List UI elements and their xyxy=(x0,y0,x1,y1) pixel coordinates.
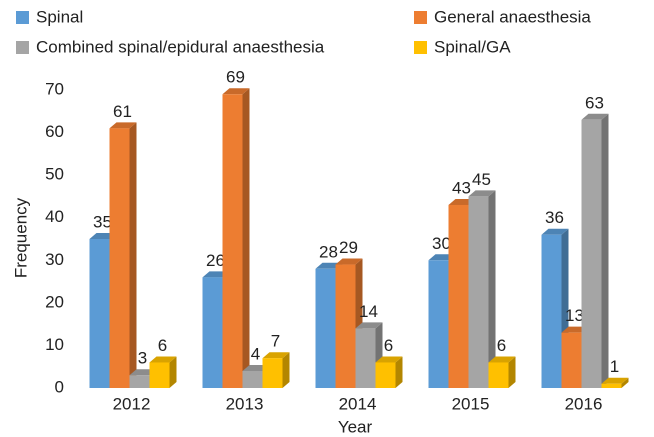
x-axis-label: Year xyxy=(338,417,373,436)
x-tick-label: 2013 xyxy=(226,394,264,413)
bar-face xyxy=(262,352,290,359)
bar xyxy=(262,352,290,388)
bar-face xyxy=(335,264,356,388)
bar-face xyxy=(395,356,403,388)
bar xyxy=(581,113,609,389)
legend-swatch xyxy=(16,11,29,24)
data-label: 63 xyxy=(585,93,604,112)
legend-swatch xyxy=(414,41,427,54)
bar-face xyxy=(109,128,130,389)
y-tick-label: 0 xyxy=(55,377,64,396)
data-label: 4 xyxy=(251,344,260,363)
y-tick-label: 50 xyxy=(45,165,64,184)
data-label: 6 xyxy=(158,336,167,355)
data-label: 36 xyxy=(545,208,564,227)
bar-face xyxy=(448,204,469,388)
bar-face xyxy=(335,258,363,265)
bar-face xyxy=(282,352,290,388)
bar-face xyxy=(541,234,562,388)
bar xyxy=(468,190,496,388)
data-label: 69 xyxy=(226,68,245,87)
bar-face xyxy=(468,196,489,388)
bar-face xyxy=(129,375,150,388)
data-label: 3 xyxy=(138,349,147,368)
bar-face xyxy=(601,377,629,384)
y-axis-label: Frequency xyxy=(11,197,30,278)
bar-face xyxy=(428,260,449,388)
legend-swatch xyxy=(414,11,427,24)
y-tick-label: 60 xyxy=(45,122,64,141)
bar-face xyxy=(508,356,516,388)
bar-face xyxy=(129,122,137,389)
bar-face xyxy=(202,277,223,388)
bar-face xyxy=(468,190,496,197)
bar-face xyxy=(149,362,170,388)
data-label: 30 xyxy=(432,234,451,253)
data-label: 29 xyxy=(339,238,358,257)
bar-face xyxy=(375,356,403,363)
bar-face xyxy=(355,322,383,329)
bar-face xyxy=(488,190,496,388)
y-tick-label: 20 xyxy=(45,292,64,311)
bar-face xyxy=(242,88,250,388)
x-tick-label: 2016 xyxy=(565,394,603,413)
bar xyxy=(149,356,177,388)
bar-face xyxy=(222,88,250,95)
bar-face xyxy=(109,122,137,129)
data-label: 35 xyxy=(93,212,112,231)
data-label: 43 xyxy=(452,178,471,197)
data-label: 6 xyxy=(497,336,506,355)
x-tick-label: 2012 xyxy=(113,394,151,413)
bar xyxy=(222,88,250,388)
bar-face xyxy=(315,268,336,388)
legend-label: Spinal/GA xyxy=(434,37,511,56)
legend-swatch xyxy=(16,41,29,54)
bar-face xyxy=(222,94,243,388)
bar-face xyxy=(488,362,509,388)
legend-label: Spinal xyxy=(36,7,83,26)
bar xyxy=(375,356,403,388)
y-tick-label: 40 xyxy=(45,207,64,226)
bar-face xyxy=(541,228,569,235)
bar-face xyxy=(149,356,177,363)
y-tick-label: 30 xyxy=(45,250,64,269)
bar-face xyxy=(561,332,582,388)
y-tick-label: 10 xyxy=(45,335,64,354)
data-label: 14 xyxy=(359,302,378,321)
data-label: 6 xyxy=(384,336,393,355)
bar-face xyxy=(581,119,602,389)
data-label: 1 xyxy=(610,357,619,376)
bar-face xyxy=(621,377,629,388)
bar xyxy=(109,122,137,389)
bar-face xyxy=(242,370,263,388)
bar-face xyxy=(601,383,622,388)
data-label: 13 xyxy=(565,306,584,325)
bar xyxy=(601,377,629,388)
bar-face xyxy=(169,356,177,388)
legend-label: General anaesthesia xyxy=(434,7,591,26)
x-tick-label: 2015 xyxy=(452,394,490,413)
data-label: 61 xyxy=(113,102,132,121)
bar-face xyxy=(355,328,376,388)
legend-label: Combined spinal/epidural anaesthesia xyxy=(36,37,325,56)
data-label: 7 xyxy=(271,332,280,351)
bar-face xyxy=(375,362,396,388)
bar-face xyxy=(262,358,283,388)
bar-face xyxy=(488,356,516,363)
data-label: 28 xyxy=(319,242,338,261)
data-label: 26 xyxy=(206,251,225,270)
bar-face xyxy=(601,113,609,389)
x-tick-label: 2014 xyxy=(339,394,377,413)
bar-face xyxy=(581,113,609,120)
bar xyxy=(488,356,516,388)
data-label: 45 xyxy=(472,170,491,189)
y-tick-label: 70 xyxy=(45,79,64,98)
bar-face xyxy=(89,239,110,388)
